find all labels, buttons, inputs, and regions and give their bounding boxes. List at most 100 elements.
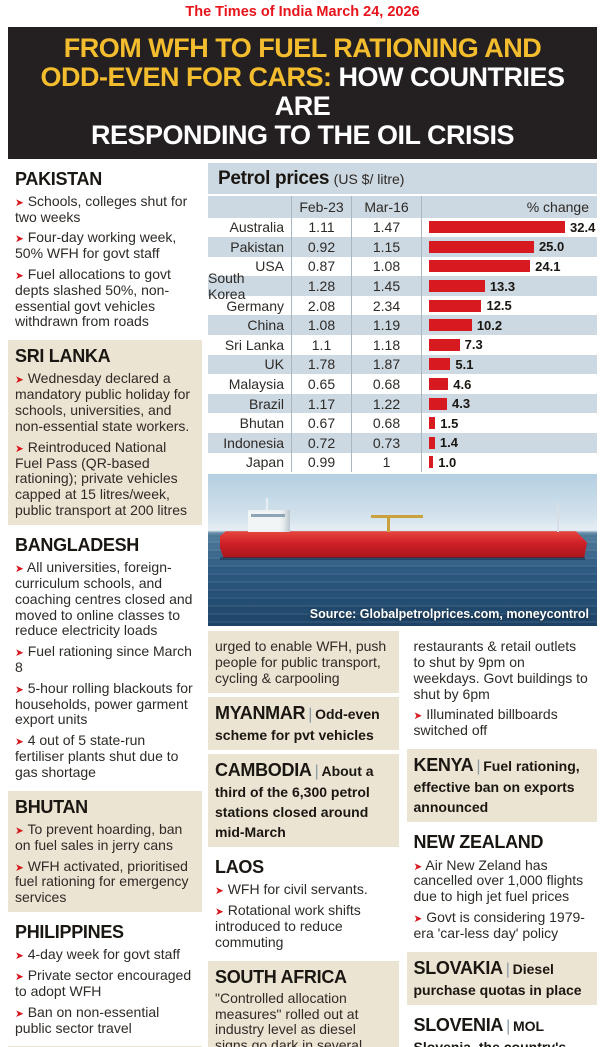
row-mar16-value: 1.87: [352, 355, 422, 375]
bullet-item: ➤ Four-day working week, 50% WFH for gov…: [15, 230, 195, 262]
section-body: ➤ WFH for civil servants.➤ Rotational wo…: [215, 882, 392, 950]
pipe-separator: |: [308, 706, 312, 723]
row-change-cell: 4.6: [422, 374, 597, 394]
section-header: SLOVAKIA|Diesel purchase quotas in place: [414, 958, 591, 999]
change-bar: [429, 417, 435, 429]
bullet-arrow-icon: ➤: [15, 270, 24, 282]
section-laos: LAOS ➤ WFH for civil servants.➤ Rotation…: [208, 851, 399, 957]
row-change-value: 32.4: [570, 220, 595, 235]
bullet-item: ➤ WFH for civil servants.: [215, 882, 392, 898]
petrol-prices-title-bar: Petrol prices (US $/ litre): [208, 163, 597, 196]
bullet-arrow-icon: ➤: [15, 374, 24, 386]
section-body: ➤ Wednesday declared a mandatory public …: [15, 371, 195, 518]
table-row: Bhutan 0.67 0.68 1.5: [208, 413, 597, 433]
change-bar: [429, 221, 565, 233]
bullet-item: ➤ Private sector encouraged to adopt WFH: [15, 968, 195, 1000]
bullet-item: ➤ 5-hour rolling blackouts for household…: [15, 681, 195, 728]
table-row: South Korea 1.28 1.45 13.3: [208, 276, 597, 296]
left-column: PAKISTAN ➤ Schools, colleges shut for tw…: [8, 163, 202, 1047]
section-sri-lanka: SRI LANKA ➤ Wednesday declared a mandato…: [8, 340, 202, 525]
headline-line2: ODD-EVEN FOR CARS: HOW COUNTRIES ARE: [12, 63, 593, 121]
tanker-crane-boom: [371, 515, 423, 518]
row-feb23-value: 1.17: [292, 394, 352, 414]
tanker-crane: [387, 515, 390, 532]
headline-banner: FROM WFH TO FUEL RATIONING AND ODD-EVEN …: [8, 27, 597, 159]
row-mar16-value: 1.08: [352, 257, 422, 277]
header-mar16: Mar-16: [352, 196, 422, 218]
row-mar16-value: 2.34: [352, 296, 422, 316]
table-row: Brazil 1.17 1.22 4.3: [208, 394, 597, 414]
section-title: SOUTH AFRICA: [215, 967, 347, 987]
bullet-arrow-icon: ➤: [15, 197, 24, 209]
bullet-arrow-icon: ➤: [215, 885, 224, 897]
change-bar: [429, 456, 433, 468]
bullet-arrow-icon: ➤: [15, 443, 24, 455]
petrol-prices-panel: Petrol prices (US $/ litre) Feb-23 Mar-1…: [208, 163, 597, 473]
row-change-value: 25.0: [539, 239, 564, 254]
masthead: The Times of India March 24, 2026: [0, 0, 605, 27]
row-change-cell: 10.2: [422, 315, 597, 335]
section-paragraph: "Controlled allocation measures" rolled …: [215, 991, 392, 1047]
section-body: urged to enable WFH, push people for pub…: [215, 639, 392, 686]
section-header: PAKISTAN: [15, 169, 195, 189]
section-header: SLOVENIA|MOL Slovenia, the country's sec…: [414, 1015, 591, 1047]
section-pakistan: PAKISTAN ➤ Schools, colleges shut for tw…: [8, 163, 202, 337]
bullet-arrow-icon: ➤: [15, 647, 24, 659]
row-mar16-value: 1.19: [352, 315, 422, 335]
bullet-arrow-icon: ➤: [15, 825, 24, 837]
table-row: Malaysia 0.65 0.68 4.6: [208, 374, 597, 394]
section-title: SLOVENIA: [414, 1015, 504, 1035]
row-country: South Korea: [208, 276, 292, 296]
chart-subtitle: (US $/ litre): [334, 171, 405, 187]
header-feb23: Feb-23: [292, 196, 352, 218]
row-feb23-value: 2.08: [292, 296, 352, 316]
section-header: NEW ZEALAND: [414, 832, 591, 852]
section-body: ➤ To prevent hoarding, ban on fuel sales…: [15, 822, 195, 906]
section-south-africa: SOUTH AFRICA "Controlled allocation meas…: [208, 961, 399, 1047]
bullet-item: ➤ Schools, colleges shut for two weeks: [15, 194, 195, 226]
row-mar16-value: 1.18: [352, 335, 422, 355]
bullet-arrow-icon: ➤: [15, 233, 24, 245]
header-pct-change: % change: [422, 196, 597, 218]
row-feb23-value: 1.78: [292, 355, 352, 375]
row-change-cell: 5.1: [422, 355, 597, 375]
section-bangladesh: BANGLADESH ➤ All universities, foreign-c…: [8, 529, 202, 787]
change-bar: [429, 260, 530, 272]
pipe-separator: |: [506, 961, 510, 978]
section-new-zealand: NEW ZEALAND ➤ Air New Zeland has cancell…: [407, 826, 598, 947]
section-title: CAMBODIA: [215, 760, 312, 780]
bullet-item: ➤ WFH activated, prioritised fuel ration…: [15, 859, 195, 906]
bullet-item: ➤ All universities, foreign-curriculum s…: [15, 560, 195, 639]
section-slovakia: SLOVAKIA|Diesel purchase quotas in place: [407, 952, 598, 1005]
photo-source-credit: Source: Globalpetrolprices.com, moneycon…: [310, 607, 589, 621]
row-country: Bhutan: [208, 413, 292, 433]
bullet-item: ➤ Air New Zeland has cancelled over 1,00…: [414, 858, 591, 905]
section-header: PHILIPPINES: [15, 922, 195, 942]
bullet-arrow-icon: ➤: [15, 1008, 24, 1020]
row-country: Australia: [208, 218, 292, 238]
section-body: restaurants & retail outlets to shut by …: [414, 639, 591, 739]
row-mar16-value: 0.68: [352, 413, 422, 433]
section-body: ➤ All universities, foreign-curriculum s…: [15, 560, 195, 781]
section-header: KENYA|Fuel rationing, effective ban on e…: [414, 755, 591, 816]
pipe-separator: |: [506, 1018, 510, 1035]
row-country: Pakistan: [208, 237, 292, 257]
section-title: NEW ZEALAND: [414, 832, 544, 852]
row-mar16-value: 1.15: [352, 237, 422, 257]
row-mar16-value: 0.68: [352, 374, 422, 394]
row-change-value: 13.3: [490, 279, 515, 294]
tanker-bridge-windows: [251, 514, 285, 517]
section-title: PAKISTAN: [15, 169, 102, 189]
row-change-cell: 1.5: [422, 413, 597, 433]
row-change-value: 12.5: [486, 298, 511, 313]
section-header: CAMBODIA|About a third of the 6,300 petr…: [215, 760, 392, 841]
bottom-columns: urged to enable WFH, push people for pub…: [208, 631, 597, 1046]
section-title: MYANMAR: [215, 703, 305, 723]
bullet-item: ➤ Illuminated billboards switched off: [414, 707, 591, 739]
headline-line1: FROM WFH TO FUEL RATIONING AND: [12, 34, 593, 63]
section-header: SOUTH AFRICA: [215, 967, 392, 987]
bullet-arrow-icon: ➤: [215, 906, 224, 918]
table-row: Indonesia 0.72 0.73 1.4: [208, 433, 597, 453]
row-change-value: 5.1: [455, 357, 473, 372]
section-header: SRI LANKA: [15, 346, 195, 366]
